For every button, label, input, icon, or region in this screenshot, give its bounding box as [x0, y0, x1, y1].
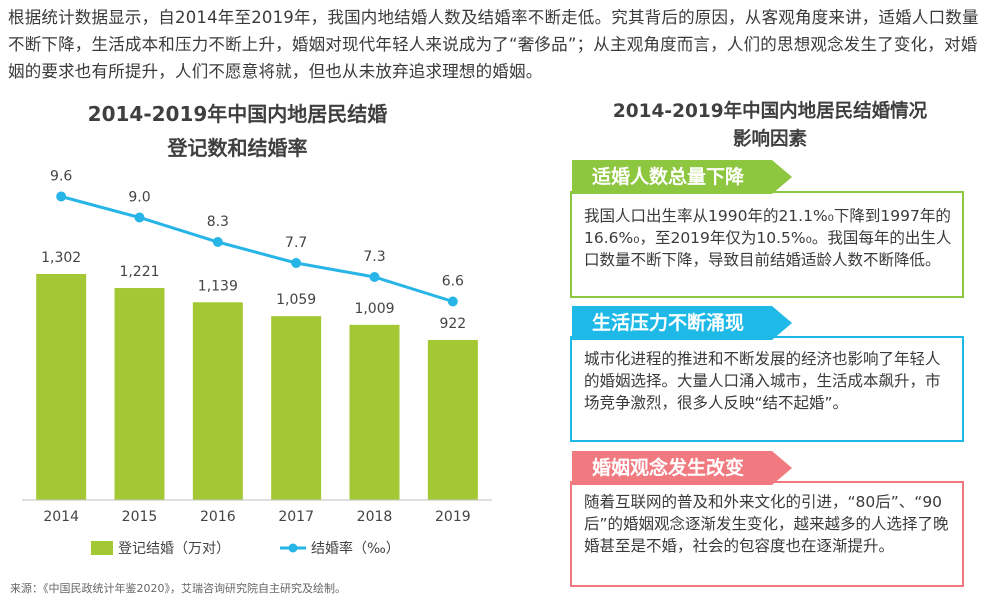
bar-2018 — [349, 324, 400, 500]
x-tick-label-2014: 2014 — [43, 509, 79, 525]
bar-2014 — [36, 273, 87, 500]
bar-2019 — [427, 339, 478, 500]
bar-label-2014: 1,302 — [41, 250, 81, 266]
bar-label-2017: 1,059 — [276, 292, 316, 308]
line-label-2018: 7.3 — [363, 249, 385, 265]
legend-label-bar: 登记结婚（万对） — [118, 541, 230, 557]
factor-tag-values: 婚姻观念发生改变 — [572, 451, 792, 485]
factor-tag-pressure: 生活压力不断涌现 — [572, 306, 792, 340]
bar-2015 — [114, 288, 165, 500]
line-label-2019: 6.6 — [442, 274, 464, 290]
right-panel-title-line2: 影响因素 — [732, 129, 807, 150]
x-tick-label-2019: 2019 — [435, 509, 471, 525]
line-label-2014: 9.6 — [50, 169, 72, 185]
bar-label-2015: 1,221 — [119, 264, 159, 280]
line-layer: 9.6 9.0 8.3 7.7 7.3 6.6 — [50, 169, 464, 307]
legend-swatch-bar — [91, 541, 113, 555]
bars-layer: 1,302 1,221 1,139 1,059 1,009 922 — [36, 250, 478, 500]
legend-swatch-line-marker — [288, 543, 298, 553]
line-point-2017 — [291, 258, 302, 268]
factor-text-values: 随着互联网的普及和外来文化的引进，“80后”、“90后”的婚姻观念逐渐发生变化，… — [584, 493, 949, 555]
factor-tag-population: 适婚人数总量下降 — [572, 160, 792, 194]
line-label-2015: 9.0 — [128, 190, 150, 206]
chart-title-line2: 登记数和结婚率 — [167, 136, 308, 160]
x-tick-label-2017: 2017 — [278, 509, 314, 525]
x-tick-label-2015: 2015 — [122, 509, 158, 525]
x-axis: 2014 2015 2016 2017 2018 2019 — [22, 499, 492, 525]
bar-label-2019: 922 — [439, 316, 466, 332]
chart-title-line1: 2014-2019年中国内地居民结婚 — [87, 102, 388, 126]
line-point-2019 — [447, 296, 458, 307]
bar-2016 — [192, 302, 243, 500]
combo-chart: 1,302 1,221 1,139 1,059 1,009 922 9.6 9.0 8.3 7.… — [22, 169, 492, 557]
source-note: 来源：《中国民政统计年鉴2020》，艾瑞咨询研究院自主研究及绘制。 — [10, 582, 346, 595]
factor-box-pressure: 城市化进程的推进和不断发展的经济也影响了年轻人的婚姻选择。大量人口涌入城市，生活… — [570, 336, 964, 442]
legend-label-line: 结婚率（‰） — [311, 540, 400, 557]
line-label-2017: 7.7 — [285, 235, 307, 251]
marriage-rate-line — [60, 195, 454, 303]
bar-label-2016: 1,139 — [198, 278, 238, 294]
factor-text-population: 我国人口出生率从1990年的21.1%₀下降到1997年的16.6%₀，至201… — [584, 207, 952, 269]
bar-label-2018: 1,009 — [354, 301, 394, 317]
intro-paragraph: 根据统计数据显示，自2014年至2019年，我国内地结婚人数及结婚率不断走低。究… — [8, 8, 979, 81]
x-tick-label-2016: 2016 — [200, 509, 236, 525]
factor-text-pressure: 城市化进程的推进和不断发展的经济也影响了年轻人的婚姻选择。大量人口涌入城市，生活… — [584, 350, 941, 412]
line-point-2016 — [212, 237, 223, 247]
factor-box-values: 随着互联网的普及和外来文化的引进，“80后”、“90后”的婚姻观念逐渐发生变化，… — [570, 481, 964, 587]
line-label-2016: 8.3 — [207, 214, 229, 230]
x-tick-label-2018: 2018 — [357, 509, 393, 525]
right-panel-title-line1: 2014-2019年中国内地居民结婚情况 — [612, 101, 928, 122]
line-point-2014 — [56, 191, 67, 202]
line-point-2015 — [134, 212, 145, 223]
chart-legend: 登记结婚（万对） 结婚率（‰） — [91, 540, 400, 557]
factor-box-population: 我国人口出生率从1990年的21.1%₀下降到1997年的16.6%₀，至201… — [570, 191, 964, 298]
bar-2017 — [271, 316, 322, 500]
line-point-2018 — [369, 272, 380, 282]
